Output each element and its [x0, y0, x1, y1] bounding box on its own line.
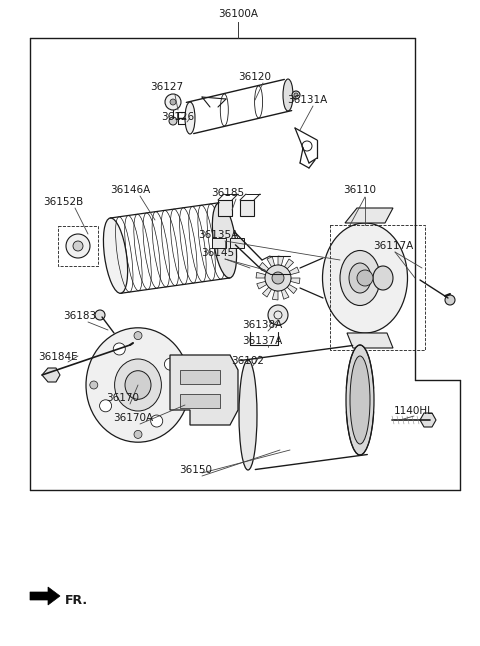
Circle shape: [169, 117, 177, 125]
Ellipse shape: [346, 345, 374, 455]
Text: 1140HL: 1140HL: [394, 406, 434, 416]
Text: 36126: 36126: [161, 112, 194, 122]
Text: 36170: 36170: [107, 393, 140, 403]
Text: 36138A: 36138A: [242, 320, 282, 330]
Circle shape: [357, 270, 373, 286]
Ellipse shape: [292, 91, 300, 99]
Bar: [180, 370, 220, 384]
Text: 36150: 36150: [180, 465, 213, 475]
Polygon shape: [42, 368, 60, 382]
Polygon shape: [290, 278, 300, 284]
Text: 36120: 36120: [239, 72, 272, 82]
Polygon shape: [347, 333, 393, 348]
Text: FR.: FR.: [65, 594, 88, 607]
Circle shape: [165, 94, 181, 110]
Circle shape: [134, 331, 142, 340]
Polygon shape: [345, 208, 393, 223]
Circle shape: [268, 305, 288, 325]
Ellipse shape: [283, 79, 293, 111]
Circle shape: [95, 310, 105, 320]
Circle shape: [99, 400, 111, 412]
Ellipse shape: [115, 359, 161, 411]
Circle shape: [272, 272, 284, 284]
Ellipse shape: [185, 102, 195, 134]
Text: 36145: 36145: [202, 248, 235, 258]
Circle shape: [178, 381, 186, 389]
Text: 36184E: 36184E: [38, 352, 78, 362]
Text: 36185: 36185: [211, 188, 245, 198]
Polygon shape: [259, 262, 269, 271]
Circle shape: [445, 295, 455, 305]
Circle shape: [73, 241, 83, 251]
Polygon shape: [420, 413, 436, 427]
Ellipse shape: [294, 93, 298, 97]
Circle shape: [165, 358, 177, 370]
Ellipse shape: [350, 356, 370, 444]
Bar: [330, 225, 425, 350]
Ellipse shape: [125, 371, 151, 399]
Text: 36146A: 36146A: [110, 185, 150, 195]
Circle shape: [66, 234, 90, 258]
Ellipse shape: [340, 251, 380, 306]
Polygon shape: [170, 355, 238, 425]
Polygon shape: [256, 273, 265, 278]
Circle shape: [134, 430, 142, 439]
Text: 36131A: 36131A: [287, 95, 327, 105]
Polygon shape: [257, 282, 267, 289]
Ellipse shape: [349, 263, 371, 293]
Ellipse shape: [86, 328, 190, 443]
Text: 36170A: 36170A: [113, 413, 153, 423]
Text: 36152B: 36152B: [43, 197, 83, 207]
Ellipse shape: [212, 203, 237, 278]
Text: 36135A: 36135A: [198, 230, 238, 240]
Text: 36100A: 36100A: [218, 9, 258, 19]
Ellipse shape: [239, 360, 257, 470]
Text: 36102: 36102: [231, 356, 264, 366]
Polygon shape: [281, 289, 289, 299]
Polygon shape: [240, 200, 254, 216]
Bar: [58, 226, 98, 266]
Text: 36183: 36183: [63, 311, 96, 321]
Text: 36137A: 36137A: [242, 336, 282, 346]
Bar: [230, 238, 244, 248]
Polygon shape: [267, 256, 275, 267]
Ellipse shape: [373, 266, 393, 290]
Circle shape: [170, 99, 176, 105]
Polygon shape: [263, 287, 272, 297]
Polygon shape: [289, 267, 299, 275]
Text: 36117A: 36117A: [373, 241, 413, 251]
Bar: [180, 394, 220, 408]
Ellipse shape: [103, 218, 128, 293]
Circle shape: [151, 415, 163, 427]
Text: 36110: 36110: [344, 185, 376, 195]
Ellipse shape: [323, 223, 408, 333]
Text: 36127: 36127: [150, 82, 183, 92]
Circle shape: [113, 343, 125, 355]
Polygon shape: [30, 587, 60, 605]
Polygon shape: [287, 284, 297, 293]
Circle shape: [90, 381, 98, 389]
Polygon shape: [285, 259, 294, 269]
Bar: [212, 238, 226, 248]
Polygon shape: [278, 256, 284, 266]
Polygon shape: [218, 200, 232, 216]
Circle shape: [265, 265, 291, 291]
Polygon shape: [272, 291, 278, 300]
